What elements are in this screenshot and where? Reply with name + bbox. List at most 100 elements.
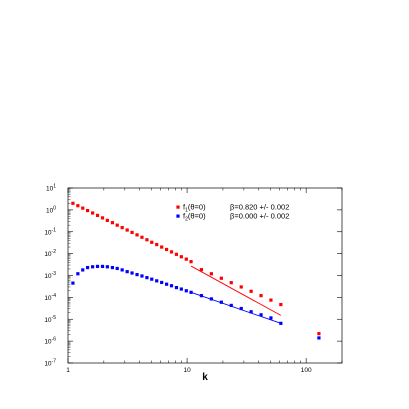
data-point-series-1 (76, 204, 80, 208)
data-point-series-1 (179, 255, 183, 259)
data-point-series-1 (239, 285, 243, 289)
legend-fit-label: β=0.000 +/- 0.002 (230, 212, 289, 221)
data-point-series-1 (91, 211, 95, 215)
data-point-series-1 (189, 260, 193, 264)
data-point-series-1 (145, 238, 149, 242)
data-point-series-1 (110, 221, 115, 225)
legend-marker (176, 205, 180, 209)
data-point-series-2 (209, 297, 213, 301)
data-point-series-2 (130, 271, 134, 275)
data-point-series-1 (249, 289, 253, 293)
y-tick-label: 10-2 (44, 249, 56, 258)
data-point-series-2 (100, 264, 105, 269)
y-tick-base: 10 (44, 361, 52, 368)
data-point-series-1 (71, 201, 75, 205)
y-tick-exponent: -5 (52, 315, 57, 321)
data-point-series-1 (279, 302, 283, 307)
data-point-series-1 (199, 268, 204, 272)
data-point-series-2 (85, 265, 90, 270)
y-tick-base: 10 (44, 339, 52, 346)
data-point-series-2 (164, 282, 169, 286)
data-point-series-2 (105, 265, 109, 269)
data-point-series-1 (160, 245, 164, 249)
y-tick-base: 10 (44, 273, 52, 280)
legend-label: f1(θ=0) (183, 203, 206, 214)
data-point-series-1 (120, 225, 124, 230)
data-point-series-2 (135, 272, 139, 277)
data-point-series-2 (199, 294, 204, 298)
y-tick-base: 10 (46, 207, 54, 214)
data-point-series-2 (125, 270, 129, 274)
x-tick-label: 1 (66, 367, 70, 374)
data-point-series-2 (189, 290, 193, 294)
data-point-series-2 (169, 284, 174, 288)
x-tick-label: 10 (183, 367, 191, 374)
y-tick-exponent: 1 (53, 184, 56, 190)
data-point-series-1 (95, 213, 100, 217)
data-point-series-1 (130, 230, 134, 235)
data-point-series-1 (150, 240, 154, 244)
y-tick-exponent: -7 (52, 359, 57, 365)
y-tick-exponent: 0 (53, 205, 56, 211)
data-points (71, 201, 321, 340)
data-point-series-2 (219, 300, 223, 304)
data-point-series-1 (125, 228, 129, 232)
y-tick-exponent: -6 (52, 337, 57, 343)
data-point-series-1 (219, 276, 223, 280)
data-point-series-1 (269, 298, 273, 302)
y-tick-label: 10-5 (44, 315, 56, 324)
x-axis-ticks: 1 10 100 (66, 188, 343, 374)
y-tick-exponent: -2 (52, 249, 57, 255)
data-point-series-2 (179, 287, 183, 291)
data-point-series-2 (249, 310, 253, 314)
data-point-series-1 (317, 332, 321, 336)
data-point-series-1 (164, 247, 169, 252)
data-point-series-1 (140, 235, 144, 239)
data-point-series-2 (120, 268, 124, 272)
legend: f1(θ=0) β=0.820 +/- 0.002 f2(θ=0) β=0.000 +… (176, 203, 289, 223)
data-point-series-2 (317, 336, 321, 340)
data-point-series-2 (269, 316, 273, 320)
y-tick-label: 10-3 (44, 271, 56, 280)
data-point-series-1 (169, 250, 174, 254)
data-point-series-2 (95, 264, 100, 269)
fit-line (190, 265, 282, 316)
legend-label: f2(θ=0) (183, 212, 206, 223)
y-tick-exponent: -1 (52, 227, 57, 233)
x-tick-label: 100 (301, 367, 312, 374)
data-point-series-1 (105, 218, 109, 223)
y-tick-base: 10 (44, 295, 52, 302)
data-point-series-1 (135, 233, 139, 237)
data-point-series-2 (160, 280, 164, 285)
data-point-series-1 (81, 206, 85, 210)
data-point-series-2 (239, 306, 243, 311)
y-tick-label: 10-1 (44, 227, 56, 236)
data-point-series-2 (71, 281, 75, 285)
data-point-series-2 (174, 285, 179, 290)
data-point-series-2 (184, 289, 188, 293)
y-tick-label: 100 (46, 205, 56, 214)
data-point-series-2 (259, 313, 263, 317)
legend-marker (176, 214, 180, 218)
data-point-series-2 (91, 265, 95, 269)
data-point-series-1 (184, 257, 188, 261)
y-tick-base: 10 (44, 317, 52, 324)
legend-fit-label: β=0.820 +/- 0.002 (230, 203, 289, 212)
y-tick-label: 101 (46, 184, 56, 193)
data-point-series-2 (150, 277, 154, 281)
y-tick-base: 10 (44, 229, 52, 236)
x-axis-label: k (202, 372, 208, 383)
data-point-series-2 (110, 265, 115, 270)
data-point-series-1 (229, 281, 233, 285)
data-point-series-1 (155, 242, 159, 247)
data-point-series-1 (259, 294, 263, 298)
y-tick-exponent: -3 (52, 271, 57, 277)
y-tick-label: 10-4 (44, 293, 56, 302)
y-tick-label: 10-6 (44, 337, 56, 346)
data-point-series-2 (81, 268, 85, 272)
data-point-series-2 (145, 276, 149, 280)
data-point-series-2 (140, 274, 144, 278)
y-tick-exponent: -4 (52, 293, 57, 299)
